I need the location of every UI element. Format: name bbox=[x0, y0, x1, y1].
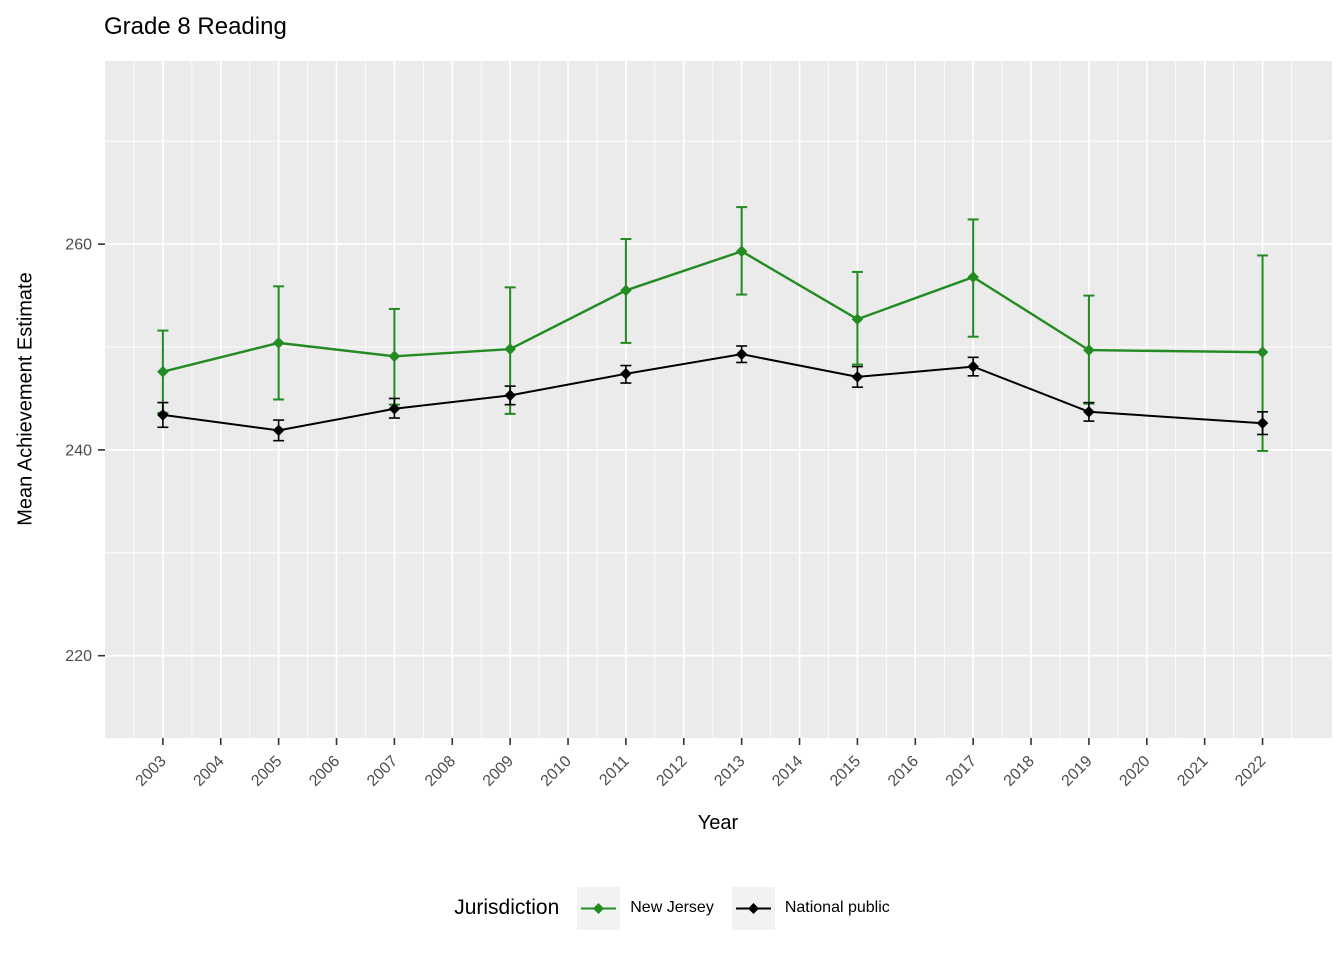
y-tick-label: 240 bbox=[65, 442, 92, 459]
series-line bbox=[162, 353, 1263, 432]
x-tick-label: 2013 bbox=[711, 753, 748, 790]
series-line bbox=[162, 249, 1263, 373]
y-tick-label: 260 bbox=[65, 237, 92, 254]
x-tick-label: 2018 bbox=[1001, 753, 1038, 790]
data-point-national-public-2005 bbox=[272, 424, 285, 437]
series-national-public bbox=[157, 345, 1269, 442]
data-point-new-jersey-2009 bbox=[504, 343, 516, 355]
legend-label: New Jersey bbox=[630, 899, 714, 916]
x-tick-label: 2022 bbox=[1232, 753, 1269, 790]
x-tick-label: 2008 bbox=[422, 753, 459, 790]
data-point-national-public-2011 bbox=[620, 367, 632, 380]
data-point-new-jersey-2007 bbox=[388, 350, 401, 363]
legend-label: National public bbox=[784, 899, 890, 916]
data-point-new-jersey-2011 bbox=[620, 284, 632, 297]
x-tick-label: 2011 bbox=[596, 753, 632, 789]
x-tick-label: 2010 bbox=[538, 753, 575, 790]
x-tick-label: 2012 bbox=[653, 753, 690, 790]
data-point-national-public-2013 bbox=[735, 348, 748, 361]
x-tick-label: 2009 bbox=[480, 753, 517, 790]
x-tick-label: 2004 bbox=[190, 753, 227, 790]
y-tick-label: 220 bbox=[65, 648, 92, 665]
x-tick-label: 2017 bbox=[943, 753, 980, 790]
plot-canvas: 220 240 260 2003 2004 2005 2006 2007 2008 2009 201… bbox=[65, 61, 1332, 790]
x-tick-label: 2003 bbox=[133, 753, 170, 790]
x-tick-label: 2007 bbox=[364, 753, 401, 790]
data-point-new-jersey-2013 bbox=[735, 245, 748, 258]
data-point-national-public-2022 bbox=[1256, 417, 1269, 429]
gridlines bbox=[105, 61, 1332, 738]
data-point-national-public-2015 bbox=[851, 371, 864, 383]
data-point-national-public-2003 bbox=[157, 409, 169, 421]
data-point-new-jersey-2005 bbox=[272, 337, 285, 349]
x-tick-label: 2016 bbox=[885, 753, 922, 790]
x-tick-label: 2005 bbox=[248, 753, 285, 790]
data-point-national-public-2009 bbox=[504, 389, 516, 402]
legend-key-icon bbox=[577, 886, 621, 930]
x-tick-label: 2006 bbox=[306, 753, 343, 790]
chart-title: Grade 8 Reading bbox=[104, 13, 287, 40]
x-tick-label: 2014 bbox=[769, 753, 806, 790]
data-point-new-jersey-2003 bbox=[157, 365, 169, 378]
legend: Jurisdiction New Jersey National public bbox=[0, 880, 1344, 936]
data-point-national-public-2019 bbox=[1083, 406, 1095, 418]
series-new-jersey bbox=[157, 206, 1269, 452]
x-tick-label: 2015 bbox=[827, 753, 864, 790]
data-point-national-public-2017 bbox=[967, 360, 979, 373]
x-tick-label: 2019 bbox=[1059, 753, 1096, 790]
x-axis-title: Year bbox=[697, 812, 739, 834]
legend-item-new-jersey: New Jersey bbox=[577, 886, 714, 930]
x-tick-label: 2021 bbox=[1174, 753, 1211, 790]
data-point-new-jersey-2022 bbox=[1256, 346, 1269, 358]
legend-title: Jurisdiction bbox=[454, 896, 560, 919]
data-point-new-jersey-2017 bbox=[967, 271, 979, 283]
x-tick-label: 2020 bbox=[1116, 753, 1153, 790]
data-point-new-jersey-2019 bbox=[1083, 344, 1095, 356]
data-point-national-public-2007 bbox=[388, 402, 401, 415]
legend-key-icon bbox=[731, 886, 775, 930]
data-point-new-jersey-2015 bbox=[851, 313, 864, 326]
legend-item-national-public: National public bbox=[731, 886, 890, 930]
panel-background bbox=[105, 61, 1332, 738]
legend-items: New Jersey National public bbox=[577, 886, 890, 930]
